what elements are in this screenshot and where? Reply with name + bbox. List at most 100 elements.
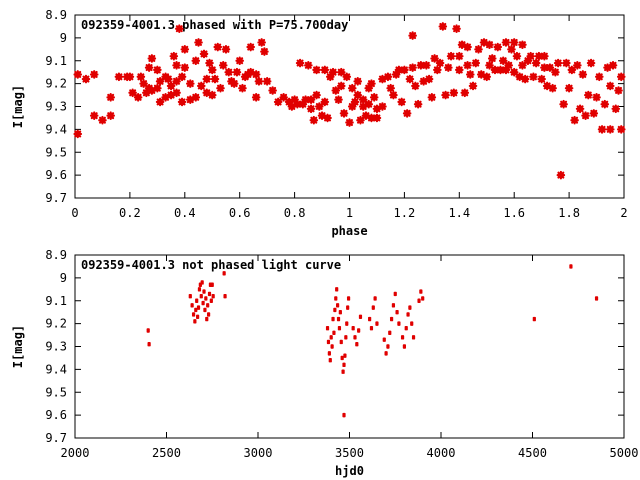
data-point: [355, 342, 359, 347]
data-point: [515, 72, 524, 82]
data-point: [331, 86, 341, 95]
data-point: [166, 90, 176, 100]
data-point: [384, 351, 388, 356]
data-point: [185, 79, 195, 88]
data-point: [564, 83, 574, 93]
data-point: [476, 70, 486, 79]
data-point: [616, 72, 626, 82]
data-point: [422, 61, 431, 70]
data-point: [455, 51, 464, 61]
data-point: [204, 296, 208, 301]
data-point: [490, 65, 500, 75]
data-point: [172, 77, 181, 86]
data-point: [345, 118, 354, 127]
data-point: [180, 63, 190, 72]
y-axis-label: I[mag]: [11, 325, 25, 368]
data-point: [222, 271, 226, 276]
y-tick-label: 9.7: [45, 191, 67, 205]
data-point: [509, 67, 519, 77]
data-point: [386, 344, 390, 349]
data-point: [340, 355, 344, 361]
data-point: [207, 291, 212, 297]
data-point: [330, 344, 334, 349]
data-point: [378, 102, 387, 111]
data-point: [339, 109, 349, 118]
data-point: [325, 326, 330, 331]
data-point: [180, 45, 190, 54]
data-point: [257, 38, 266, 47]
x-tick-label: 1.8: [558, 206, 580, 220]
data-point: [358, 102, 368, 111]
data-point: [567, 65, 577, 75]
data-point: [346, 296, 351, 301]
data-point: [195, 298, 199, 303]
data-point: [388, 330, 392, 335]
data-point: [210, 74, 220, 84]
data-point: [386, 83, 395, 93]
data-point: [329, 335, 333, 340]
data-point: [353, 77, 363, 86]
data-point: [197, 287, 202, 292]
data-point: [196, 81, 206, 91]
data-point: [441, 90, 450, 100]
data-point: [216, 83, 225, 93]
data-point: [548, 83, 557, 93]
data-point: [298, 99, 308, 109]
data-point: [98, 115, 107, 125]
x-tick-label: 2: [620, 206, 627, 220]
data-point: [512, 51, 522, 61]
data-point: [559, 99, 568, 109]
data-point: [402, 109, 412, 118]
data-point: [457, 40, 467, 50]
data-point: [553, 58, 563, 68]
data-point: [106, 111, 115, 120]
data-point: [605, 81, 615, 91]
data-point: [336, 81, 346, 91]
data-point: [262, 77, 272, 86]
x-tick-label: 3000: [244, 446, 273, 460]
data-point: [351, 326, 355, 331]
x-tick-label: 1.2: [394, 206, 416, 220]
data-point: [369, 93, 379, 102]
data-point: [465, 70, 475, 79]
data-point: [177, 97, 187, 107]
y-tick-label: 9.6: [45, 408, 67, 422]
data-point: [382, 337, 386, 342]
data-point: [146, 328, 150, 333]
data-point: [246, 42, 255, 52]
data-point: [325, 72, 335, 82]
data-point: [417, 298, 421, 303]
x-tick-label: 1: [346, 206, 353, 220]
data-point: [301, 95, 310, 104]
data-point: [405, 74, 415, 84]
data-point: [575, 104, 585, 114]
data-point: [364, 99, 374, 109]
x-tick-label: 4000: [427, 446, 456, 460]
data-point: [172, 61, 181, 70]
data-point: [338, 309, 342, 315]
data-point: [372, 104, 382, 114]
y-tick-label: 9.6: [45, 168, 67, 182]
data-point: [358, 95, 368, 104]
data-point: [391, 70, 401, 79]
data-point: [540, 51, 549, 61]
data-point: [251, 93, 261, 102]
data-point: [468, 81, 478, 91]
data-point: [334, 95, 343, 104]
data-point: [221, 45, 231, 54]
data-point: [518, 40, 527, 50]
data-point: [345, 321, 349, 326]
data-point: [169, 51, 179, 61]
x-tick-label: 2500: [152, 446, 181, 460]
data-point: [416, 61, 426, 70]
data-point: [331, 316, 335, 322]
data-point: [393, 291, 397, 297]
data-point: [332, 330, 336, 335]
data-point: [295, 58, 305, 68]
data-point: [408, 31, 417, 40]
y-tick-label: 9.5: [45, 145, 67, 159]
data-point: [463, 42, 472, 52]
data-point: [188, 293, 192, 299]
data-point: [199, 293, 203, 299]
data-point: [89, 111, 99, 120]
